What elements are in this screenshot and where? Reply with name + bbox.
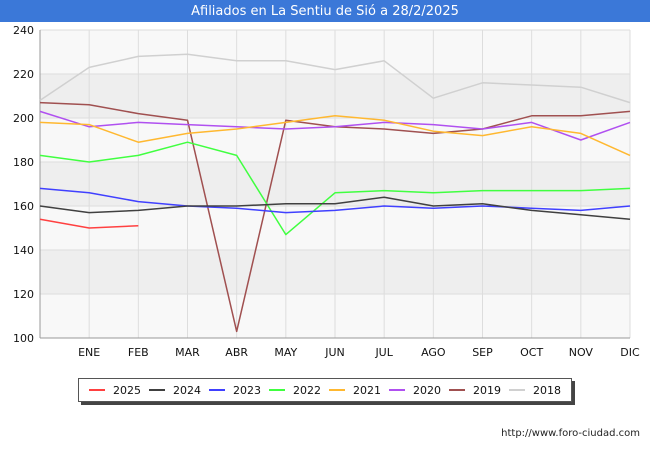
legend-label: 2018 (533, 383, 561, 397)
y-tick-label: 100 (13, 332, 34, 345)
legend-item-2018: 2018 (509, 384, 561, 397)
y-tick-label: 240 (13, 24, 34, 37)
legend-item-2024: 2024 (149, 384, 201, 397)
y-tick-label: 120 (13, 288, 34, 301)
source-url: http://www.foro-ciudad.com (501, 428, 640, 439)
legend-swatch (269, 389, 285, 391)
x-tick-label: DIC (620, 346, 640, 359)
series-line-2018 (39, 53, 631, 104)
series-line-2024 (39, 196, 631, 220)
legend-swatch (209, 389, 225, 391)
y-tick-label: 220 (13, 68, 34, 81)
legend-label: 2025 (113, 383, 141, 397)
legend-item-2019: 2019 (449, 384, 501, 397)
series-line-2020 (39, 110, 631, 141)
series-line-2022 (39, 141, 631, 236)
chart-legend: 2025 2024 2023 2022 2021 2020 2019 2018 (78, 378, 572, 402)
legend-swatch (149, 389, 165, 391)
x-tick-label: NOV (569, 346, 594, 359)
legend-item-2025: 2025 (89, 384, 141, 397)
x-tick-label: MAR (175, 346, 200, 359)
x-tick-label: SEP (472, 346, 493, 359)
chart-title-bar: Afiliados en La Sentiu de Sió a 28/2/202… (0, 0, 650, 22)
x-tick-label: MAY (274, 346, 297, 359)
legend-item-2022: 2022 (269, 384, 321, 397)
legend-label: 2023 (233, 383, 261, 397)
legend-label: 2019 (473, 383, 501, 397)
x-tick-label: FEB (128, 346, 149, 359)
series-line-2021 (39, 115, 631, 157)
y-tick-label: 140 (13, 244, 34, 257)
y-tick-label: 160 (13, 200, 34, 213)
legend-label: 2021 (353, 383, 381, 397)
series-line-2025 (39, 218, 139, 229)
x-tick-label: ENE (78, 346, 100, 359)
legend-swatch (449, 389, 465, 391)
y-tick-label: 200 (13, 112, 34, 125)
legend-item-2023: 2023 (209, 384, 261, 397)
legend-swatch (509, 389, 525, 391)
legend-label: 2020 (413, 383, 441, 397)
legend-label: 2022 (293, 383, 321, 397)
y-tick-label: 180 (13, 156, 34, 169)
legend-item-2020: 2020 (389, 384, 441, 397)
legend-label: 2024 (173, 383, 201, 397)
chart-title: Afiliados en La Sentiu de Sió a 28/2/202… (191, 3, 459, 19)
legend-swatch (89, 389, 105, 391)
x-tick-label: OCT (520, 346, 543, 359)
x-tick-label: AGO (421, 346, 446, 359)
series-line-2023 (39, 187, 631, 214)
x-tick-label: ABR (225, 346, 248, 359)
legend-item-2021: 2021 (329, 384, 381, 397)
x-tick-label: JUL (374, 346, 393, 359)
legend-swatch (329, 389, 345, 391)
legend-swatch (389, 389, 405, 391)
x-tick-label: JUN (324, 346, 345, 359)
